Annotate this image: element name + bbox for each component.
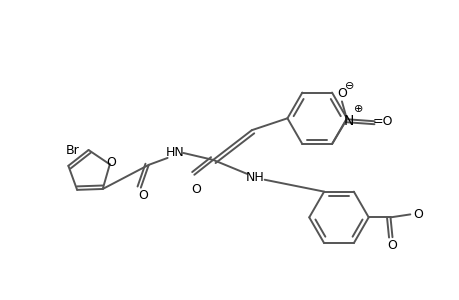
Text: =O: =O xyxy=(371,115,392,128)
Text: Br: Br xyxy=(66,143,79,157)
Text: O: O xyxy=(191,183,201,196)
Text: O: O xyxy=(106,156,116,169)
Text: N: N xyxy=(343,114,353,128)
Text: O: O xyxy=(336,87,346,100)
Text: ⊖: ⊖ xyxy=(344,81,354,91)
Text: ⊕: ⊕ xyxy=(353,104,363,114)
Text: O: O xyxy=(138,189,147,202)
Text: O: O xyxy=(386,238,397,252)
Text: NH: NH xyxy=(245,171,263,184)
Text: O: O xyxy=(412,208,422,221)
Text: HN: HN xyxy=(166,146,185,160)
